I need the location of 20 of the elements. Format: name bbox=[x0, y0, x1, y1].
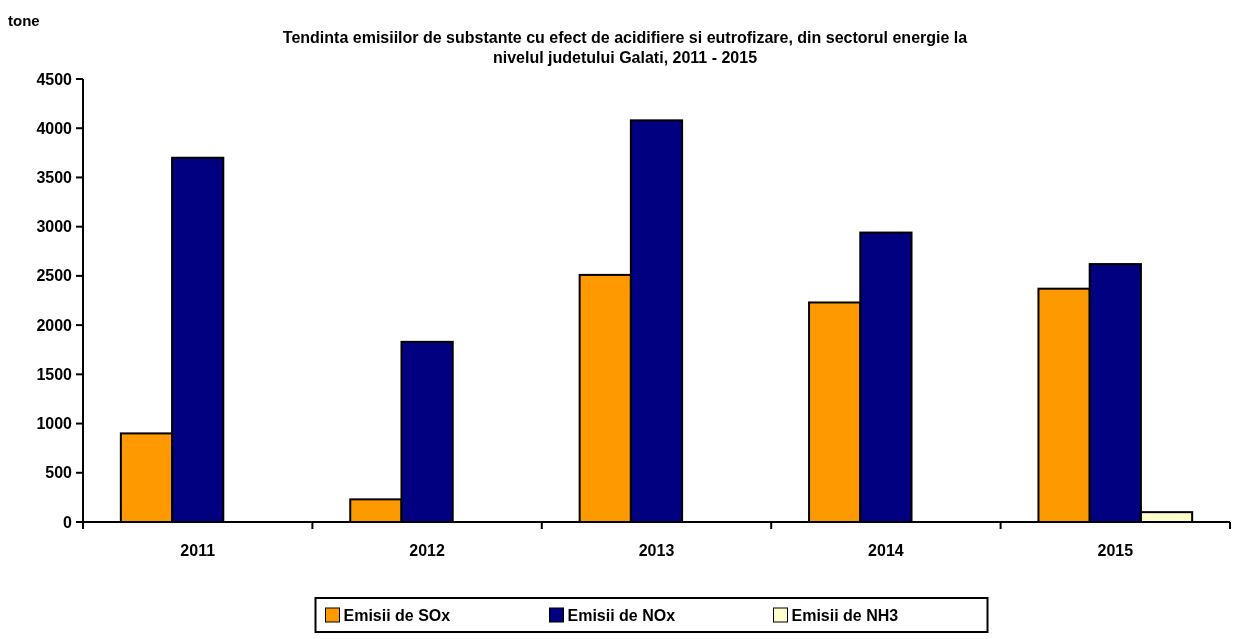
y-tick-label: 3000 bbox=[36, 218, 73, 236]
x-tick-label: 2011 bbox=[180, 542, 216, 559]
legend-label: Emisii de SOx bbox=[343, 606, 451, 624]
y-tick-label: 500 bbox=[45, 464, 73, 482]
y-tick-label: 1000 bbox=[36, 415, 73, 433]
legend-label: Emisii de NH3 bbox=[791, 606, 899, 624]
y-tick-label: 2000 bbox=[36, 316, 73, 334]
legend-label: Emisii de NOx bbox=[567, 606, 676, 624]
y-tick-label: 2500 bbox=[36, 267, 73, 285]
x-tick-label: 2014 bbox=[868, 542, 904, 559]
x-tick-label: 2015 bbox=[1097, 542, 1134, 559]
y-tick-label: 4000 bbox=[36, 119, 73, 137]
y-tick-label: 3500 bbox=[36, 169, 73, 187]
x-tick-label: 2012 bbox=[409, 542, 445, 559]
y-axis-title: tone bbox=[8, 12, 40, 29]
y-tick-label: 0 bbox=[63, 513, 73, 531]
chart-title: Tendinta emisiilor de substante cu efect de acidifiere si eutrofizare, din sectorul energie la nivelul judetului Galati, 2011 - 2015 bbox=[282, 29, 968, 66]
x-tick-label: 2013 bbox=[638, 542, 675, 559]
y-tick-label: 1500 bbox=[36, 365, 73, 383]
y-tick-label: 4500 bbox=[36, 70, 73, 88]
